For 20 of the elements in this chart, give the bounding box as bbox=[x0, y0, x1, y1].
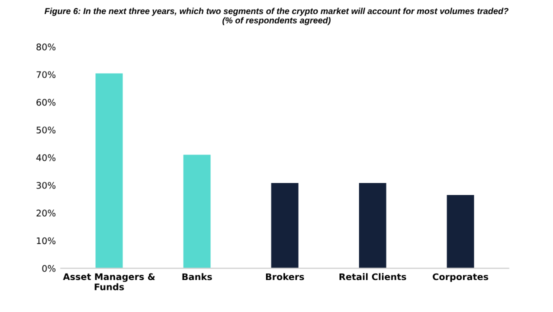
x-tick-label: Retail Clients bbox=[340, 273, 406, 280]
y-tick-label: 40% bbox=[36, 154, 56, 162]
y-tick-label: 0% bbox=[42, 265, 56, 272]
x-tick-label: Asset Managers & Funds bbox=[63, 273, 155, 290]
y-tick-label: 80% bbox=[36, 44, 56, 50]
bar bbox=[96, 73, 123, 268]
x-tick-label: Banks bbox=[182, 273, 212, 280]
bar bbox=[183, 154, 211, 268]
x-tick-label: Corporates bbox=[432, 273, 488, 282]
y-tick-label: 50% bbox=[36, 126, 56, 134]
bar bbox=[446, 194, 474, 268]
y-tick-label: 10% bbox=[36, 237, 56, 244]
chart-title: Figure 6: In the next three years, which two segments of the crypto market will account for most volumes traded? (% of respondents agreed) bbox=[44, 8, 508, 26]
y-tick-label: 20% bbox=[36, 210, 56, 216]
bar bbox=[359, 183, 386, 268]
y-tick-label: 30% bbox=[36, 182, 56, 189]
y-tick-label: 60% bbox=[36, 98, 56, 106]
y-tick-label: 70% bbox=[36, 71, 56, 78]
bar bbox=[271, 183, 298, 268]
x-tick-label: Brokers bbox=[266, 273, 304, 280]
